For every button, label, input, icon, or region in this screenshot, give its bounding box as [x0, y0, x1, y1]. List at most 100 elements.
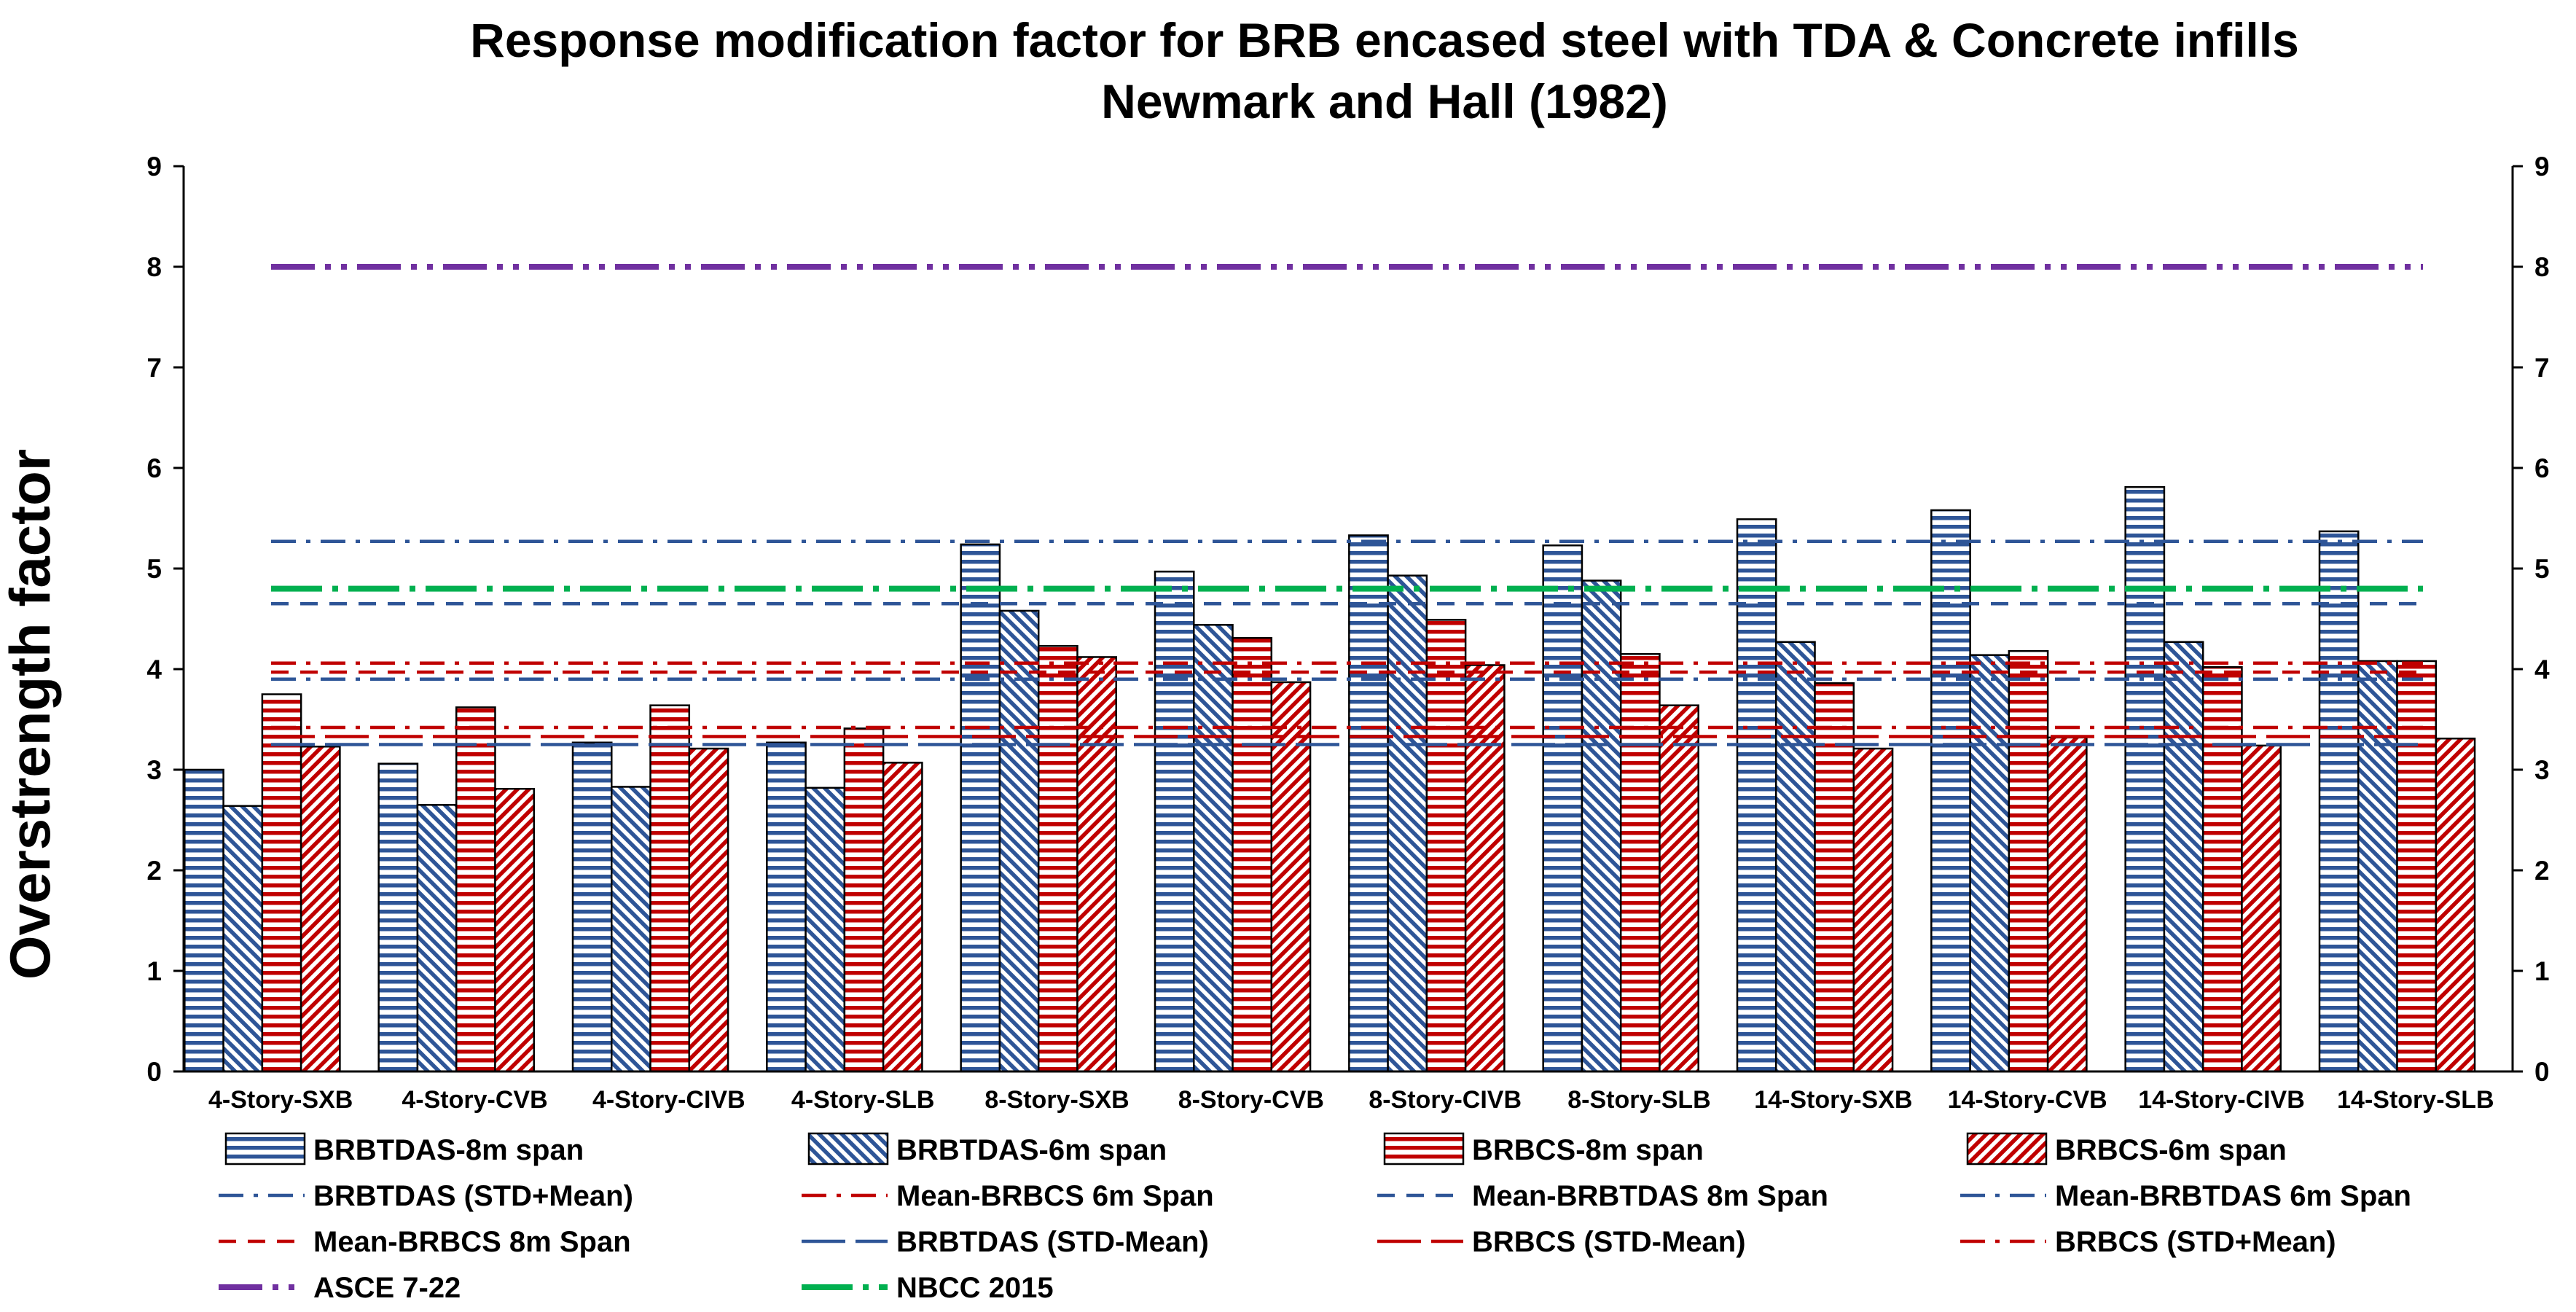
- y-tick-label-left-3: 3: [146, 755, 162, 785]
- legend-label-brbcs-std-mean: BRBCS (STD+Mean): [2055, 1226, 2336, 1258]
- legend-label-brbtdas-std-mean: BRBTDAS (STD-Mean): [896, 1226, 1209, 1258]
- category-label-8-story-cvb: 8-Story-CVB: [1178, 1086, 1324, 1114]
- legend-label-brbtdas-std-mean: BRBTDAS (STD+Mean): [313, 1180, 633, 1212]
- y-tick-label-left-6: 6: [146, 453, 162, 483]
- bar-brbcs-6m-span-4-story-civb: [688, 747, 729, 1073]
- legend-label-mean-brbtdas-6m-span: Mean-BRBTDAS 6m Span: [2055, 1180, 2411, 1212]
- bar-brbcs-6m-span-4-story-slb: [882, 762, 923, 1073]
- bar-brbcs-8m-span-8-story-slb: [1619, 653, 1661, 1073]
- ticks-layer: 0 0 1 1 2 2 3 3 4 4 5 5 6 6 7 7 8 8 9 9: [146, 152, 2550, 1087]
- bar-brbtdas-8m-span-4-story-cvb: [377, 762, 419, 1073]
- bar-brbtdas-8m-span-8-story-civb: [1348, 534, 1389, 1073]
- legend-label-brbcs-8m-span: BRBCS-8m span: [1472, 1134, 1704, 1166]
- category-label-14-story-sxb: 14-Story-SXB: [1754, 1086, 1912, 1114]
- y-tick-label-right-1: 1: [2534, 956, 2550, 986]
- category-label-4-story-sxb: 4-Story-SXB: [208, 1086, 353, 1114]
- category-label-4-story-slb: 4-Story-SLB: [791, 1086, 934, 1114]
- bar-brbcs-8m-span-8-story-sxb: [1037, 645, 1078, 1073]
- bar-brbcs-6m-span-14-story-cvb: [2046, 736, 2088, 1073]
- legend-label-nbcc-2015: NBCC 2015: [896, 1272, 1054, 1304]
- bar-brbtdas-6m-span-4-story-slb: [804, 786, 846, 1073]
- bar-brbcs-8m-span-8-story-cvb: [1232, 636, 1273, 1073]
- reference-lines-layer: [271, 264, 2423, 746]
- legend-swatch-brbcs-8m-span: [1383, 1132, 1465, 1165]
- y-tick-label-left-2: 2: [146, 856, 162, 886]
- bar-brbtdas-8m-span-14-story-slb: [2318, 530, 2360, 1073]
- bar-brbtdas-6m-span-8-story-sxb: [998, 609, 1040, 1073]
- y-tick-label-right-5: 5: [2534, 554, 2550, 584]
- y-tick-label-right-4: 4: [2534, 655, 2550, 684]
- y-tick-label-right-2: 2: [2534, 856, 2550, 886]
- legend-swatch-brbcs-6m-span: [1966, 1132, 2048, 1165]
- legend-label-brbcs-std-mean: BRBCS (STD-Mean): [1472, 1226, 1746, 1258]
- category-label-8-story-civb: 8-Story-CIVB: [1369, 1086, 1522, 1114]
- bar-brbcs-6m-span-14-story-slb: [2435, 737, 2476, 1073]
- bar-brbcs-8m-span-14-story-slb: [2396, 660, 2438, 1073]
- bars-layer: [184, 485, 2476, 1073]
- bar-brbcs-6m-span-14-story-sxb: [1852, 747, 1894, 1073]
- bar-brbtdas-6m-span-14-story-civb: [2163, 641, 2204, 1073]
- bar-brbcs-8m-span-4-story-civb: [649, 704, 691, 1073]
- bar-brbcs-8m-span-4-story-slb: [843, 727, 885, 1073]
- bar-brbtdas-8m-span-8-story-slb: [1542, 544, 1583, 1073]
- bar-brbtdas-8m-span-14-story-sxb: [1736, 518, 1777, 1073]
- bar-brbtdas-6m-span-8-story-civb: [1387, 574, 1428, 1073]
- y-tick-label-left-5: 5: [146, 554, 162, 584]
- y-tick-label-left-9: 9: [146, 152, 162, 181]
- bar-brbtdas-8m-span-4-story-slb: [766, 741, 807, 1073]
- legend-label-mean-brbcs-6m-span: Mean-BRBCS 6m Span: [896, 1180, 1214, 1212]
- category-labels-layer: 4-Story-SXB 4-Story-CVB 4-Story-CIVB 4-Stor…: [208, 1086, 2494, 1114]
- bar-brbtdas-6m-span-8-story-cvb: [1193, 624, 1234, 1073]
- category-label-8-story-sxb: 8-Story-SXB: [984, 1086, 1129, 1114]
- y-axis-label: Overstrength factor: [0, 449, 62, 980]
- legend-label-brbtdas-8m-span: BRBTDAS-8m span: [313, 1134, 584, 1166]
- bar-brbtdas-8m-span-4-story-sxb: [184, 768, 224, 1073]
- bar-brbcs-8m-span-14-story-cvb: [2008, 649, 2049, 1073]
- bar-brbcs-6m-span-8-story-cvb: [1270, 681, 1312, 1073]
- bar-brbtdas-6m-span-14-story-cvb: [1969, 654, 2011, 1073]
- bar-brbtdas-6m-span-4-story-cvb: [416, 804, 458, 1073]
- bar-brbtdas-6m-span-14-story-slb: [2357, 660, 2398, 1073]
- legend-label-mean-brbtdas-8m-span: Mean-BRBTDAS 8m Span: [1472, 1180, 1828, 1212]
- y-tick-label-left-8: 8: [146, 252, 162, 282]
- y-tick-label-right-7: 7: [2534, 353, 2550, 383]
- bar-brbtdas-8m-span-8-story-cvb: [1154, 570, 1195, 1073]
- bar-brbtdas-6m-span-4-story-sxb: [222, 805, 264, 1073]
- bar-brbcs-6m-span-14-story-civb: [2241, 744, 2282, 1073]
- category-label-4-story-civb: 4-Story-CIVB: [592, 1086, 745, 1114]
- y-tick-label-right-0: 0: [2534, 1057, 2550, 1087]
- legend-swatch-brbtdas-8m-span: [224, 1132, 306, 1165]
- bar-brbcs-8m-span-14-story-sxb: [1814, 682, 1855, 1073]
- category-label-14-story-civb: 14-Story-CIVB: [2138, 1086, 2305, 1114]
- legend-label-mean-brbcs-8m-span: Mean-BRBCS 8m Span: [313, 1226, 631, 1258]
- y-tick-label-left-1: 1: [146, 956, 162, 986]
- bar-brbcs-6m-span-4-story-sxb: [300, 746, 341, 1073]
- legend-label-brbcs-6m-span: BRBCS-6m span: [2055, 1134, 2287, 1166]
- y-tick-label-left-7: 7: [146, 353, 162, 383]
- category-label-14-story-slb: 14-Story-SLB: [2337, 1086, 2494, 1114]
- y-tick-label-right-8: 8: [2534, 252, 2550, 282]
- bar-brbcs-8m-span-4-story-cvb: [455, 706, 496, 1073]
- legend-swatch-brbtdas-6m-span: [807, 1132, 889, 1165]
- bar-brbtdas-6m-span-14-story-sxb: [1775, 641, 1816, 1073]
- chart-subtitle: Newmark and Hall (1982): [1101, 74, 1668, 128]
- bar-brbtdas-6m-span-4-story-civb: [611, 786, 651, 1073]
- chart-title: Response modification factor for BRB enc…: [470, 13, 2299, 67]
- y-tick-label-left-4: 4: [146, 655, 162, 684]
- axes-layer: [182, 166, 2514, 1073]
- bar-brbtdas-6m-span-8-story-slb: [1581, 579, 1622, 1073]
- y-tick-label-right-3: 3: [2534, 755, 2550, 785]
- bar-brbcs-8m-span-4-story-sxb: [261, 693, 302, 1073]
- y-tick-label-right-6: 6: [2534, 453, 2550, 483]
- bar-brbtdas-8m-span-14-story-cvb: [1930, 509, 1971, 1073]
- legend-label-asce-7-22: ASCE 7-22: [313, 1272, 461, 1304]
- bar-brbcs-6m-span-8-story-civb: [1464, 664, 1506, 1073]
- y-tick-label-left-0: 0: [146, 1057, 162, 1087]
- category-label-4-story-cvb: 4-Story-CVB: [402, 1086, 547, 1114]
- category-label-14-story-cvb: 14-Story-CVB: [1948, 1086, 2107, 1114]
- bar-brbtdas-8m-span-4-story-civb: [571, 741, 613, 1073]
- bar-brbtdas-8m-span-8-story-sxb: [960, 543, 1001, 1073]
- category-label-8-story-slb: 8-Story-SLB: [1567, 1086, 1710, 1114]
